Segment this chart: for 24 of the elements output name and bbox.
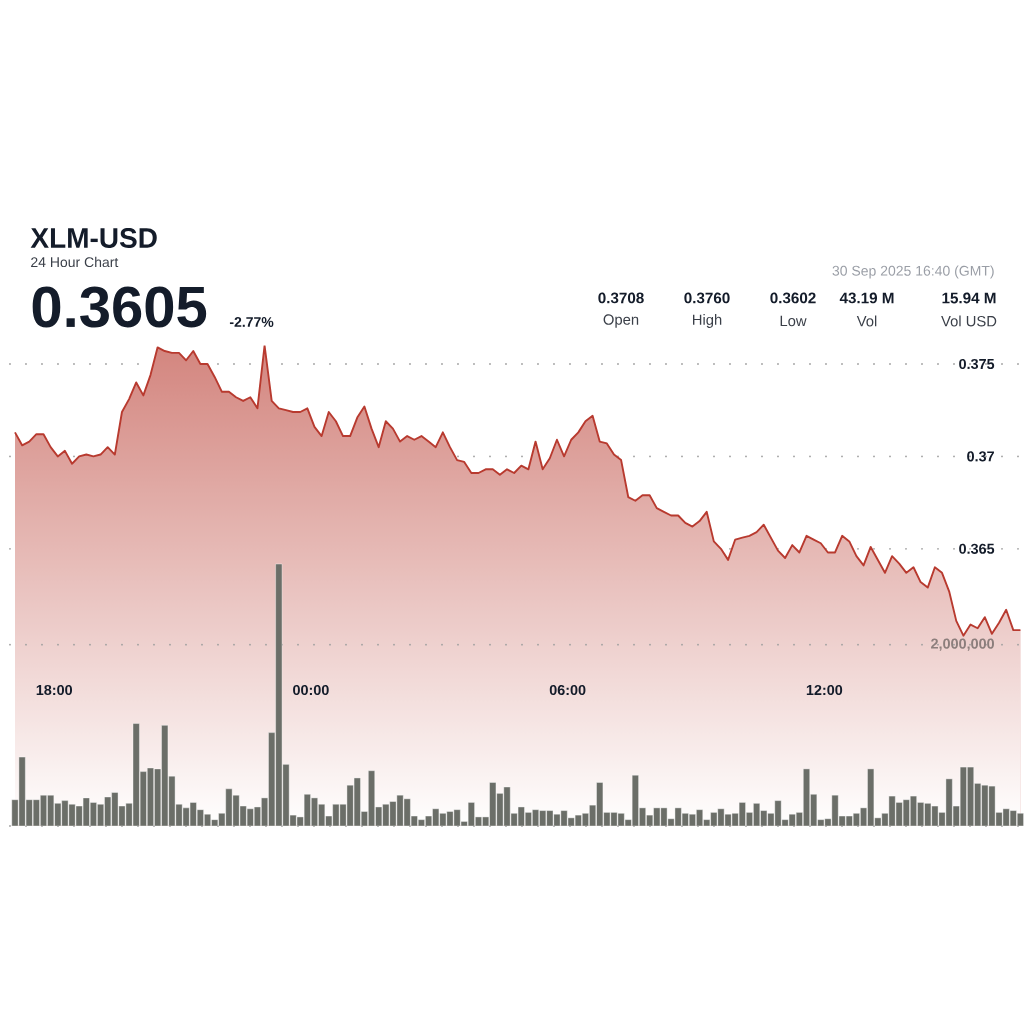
y-tick-label: 0.37 bbox=[967, 451, 994, 462]
bar bbox=[282, 764, 290, 826]
text: 0.3602 bbox=[770, 292, 816, 304]
y2-tick-label: 2,000,000 bbox=[931, 638, 994, 651]
text: Vol USD bbox=[941, 315, 997, 327]
text: 43.19 M bbox=[839, 292, 894, 304]
text: 30 Sep 2025 16:40 (GMT) bbox=[832, 265, 994, 279]
text: Low bbox=[780, 315, 807, 327]
text: 0.3708 bbox=[598, 292, 644, 304]
text: -2.77% bbox=[229, 317, 274, 327]
text: 0.3760 bbox=[684, 292, 730, 304]
x-tick-label: 12:00 bbox=[806, 684, 843, 696]
text: Vol bbox=[856, 315, 877, 327]
text: Open bbox=[603, 314, 639, 328]
x-tick-label: 00:00 bbox=[293, 684, 329, 696]
x-tick-label: 18:00 bbox=[36, 684, 73, 696]
y-tick-label: 0.365 bbox=[959, 543, 995, 554]
text: High bbox=[693, 314, 722, 328]
chart-title: XLM-USD bbox=[30, 228, 157, 248]
x-tick-label: 06:00 bbox=[549, 684, 586, 696]
chart-subtitle: 24 Hour Chart bbox=[31, 256, 119, 268]
y-tick-label: 0.375 bbox=[959, 358, 995, 370]
text: 15.94 M bbox=[942, 292, 996, 304]
text: 0.3605 bbox=[32, 286, 207, 328]
